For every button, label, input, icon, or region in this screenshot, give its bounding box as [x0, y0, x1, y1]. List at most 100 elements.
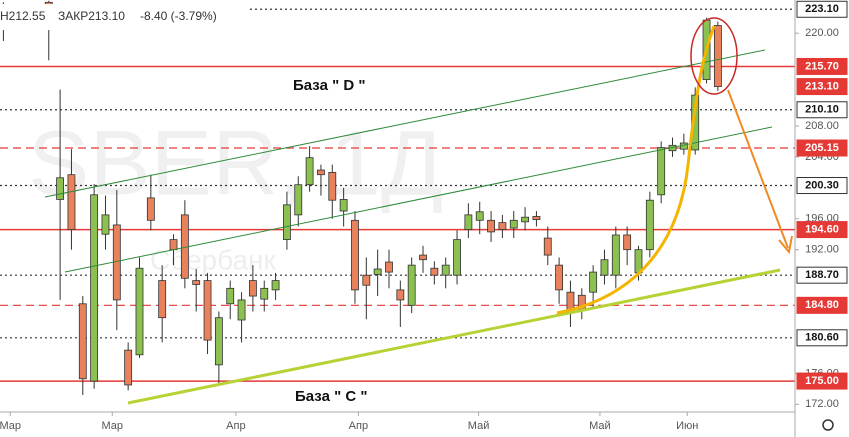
candle-body [135, 267, 144, 356]
candle-body [67, 174, 76, 230]
x-tick-label: Мар [0, 420, 21, 432]
candle-body [248, 280, 257, 297]
y-tick-label: 208.00 [805, 120, 839, 132]
candle-body [260, 287, 269, 300]
level-label-box [796, 139, 848, 157]
level-label-box [796, 78, 848, 96]
candle-body [532, 216, 541, 220]
candles [0, 0, 722, 395]
candle-body [56, 177, 65, 200]
candle-body [611, 234, 620, 276]
arrow [727, 89, 789, 249]
candle-body [645, 199, 654, 251]
candle-body [214, 317, 223, 366]
x-tick-label: Июн [676, 420, 698, 432]
level-label: 184.80 [805, 299, 839, 311]
level-label-box [796, 101, 848, 119]
candle-body [453, 239, 461, 276]
header-change: -8.40 (-3.79%) [140, 9, 217, 23]
y-tick-label: 172.00 [805, 398, 839, 410]
candle-body [339, 199, 348, 212]
candle-body [362, 274, 371, 286]
y-tick-label: 220.00 [805, 27, 839, 39]
header-close: ЗАКР213.10 [58, 9, 125, 23]
drawings [44, 17, 793, 405]
arrow-head [778, 235, 793, 255]
header-bg [0, 4, 250, 30]
candle-body [521, 216, 530, 223]
candle-body [623, 234, 632, 251]
candle-body [226, 287, 235, 305]
annotation: База " C " [295, 388, 367, 405]
candle-body [169, 239, 178, 251]
candle-body [430, 267, 439, 276]
candle-body [328, 171, 337, 201]
annotation: База " D " [293, 77, 365, 94]
candle-body [237, 299, 246, 321]
level-label: 180.60 [805, 332, 839, 344]
candle-body [441, 264, 450, 276]
x-tick-label: Май [468, 420, 490, 432]
growth-curve [556, 25, 716, 315]
candle-body [192, 280, 201, 285]
level-label-box [796, 329, 848, 347]
level-label-box [796, 372, 848, 390]
candle-body [271, 280, 280, 291]
candle-body [283, 204, 291, 241]
level-label: 213.10 [805, 80, 839, 92]
level-label-box [796, 177, 848, 195]
x-tick-label: Мар [102, 420, 124, 432]
level-label: 215.70 [805, 60, 839, 72]
y-tick-label: 192.00 [805, 244, 839, 256]
watermark-name: Сбербанк [150, 244, 277, 275]
candle-body [385, 261, 393, 273]
candle-body [351, 219, 359, 291]
candle-body [373, 268, 382, 275]
support-line [127, 268, 781, 405]
candle-body [158, 280, 167, 319]
level-label-box [796, 266, 848, 284]
x-tick-label: Май [589, 420, 611, 432]
candle-body [679, 142, 688, 150]
candle-body [407, 264, 416, 306]
level-label-box [796, 296, 848, 314]
highlight-ellipse [690, 17, 738, 95]
header-low: Н212.55 [0, 9, 46, 23]
gear[interactable] [822, 419, 834, 431]
candle-body [657, 147, 666, 196]
candle-body [475, 211, 484, 221]
candle-body [317, 169, 325, 176]
candle-body [305, 157, 314, 186]
level-label: 200.30 [805, 179, 839, 191]
candle-body [487, 219, 495, 233]
level-label: 210.10 [805, 104, 839, 116]
level-label-box [796, 57, 848, 75]
settings-icon[interactable] [822, 419, 834, 431]
candle-body [396, 289, 405, 301]
candle-body [78, 303, 87, 380]
candle-body [498, 222, 507, 230]
candle-body [101, 214, 110, 235]
candle-body [294, 184, 303, 216]
channel-line [44, 49, 766, 198]
level-label: 223.10 [805, 3, 839, 15]
candle-body [555, 264, 564, 291]
candle-body [600, 259, 609, 276]
channel-line [64, 126, 773, 273]
x-tick-label: Апр [226, 420, 245, 432]
candle-body [112, 224, 121, 301]
candle-body [543, 237, 552, 256]
level-label-box [796, 0, 848, 18]
levels [0, 8, 795, 382]
x-tick-label: Апр [349, 420, 368, 432]
candle-body [509, 219, 518, 229]
candle-body [589, 271, 598, 293]
candle-body [146, 197, 155, 221]
candle-body [419, 254, 427, 261]
candle-body [203, 280, 212, 341]
level-label: 205.15 [805, 142, 839, 154]
candle-body [124, 349, 133, 386]
